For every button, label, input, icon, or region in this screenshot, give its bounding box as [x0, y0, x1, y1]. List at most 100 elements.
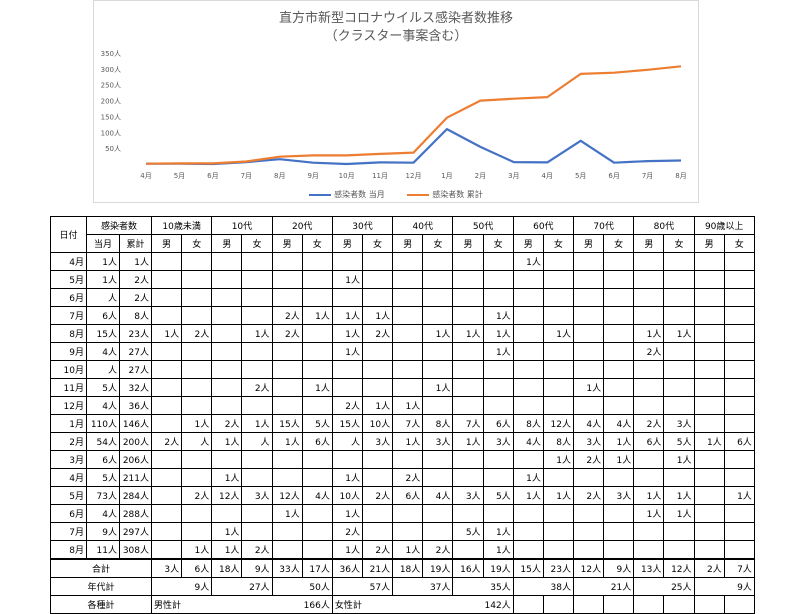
row-age-value	[512, 450, 544, 469]
row-age-value: 6人	[392, 486, 424, 505]
row-age-value: 1人	[331, 504, 363, 523]
chart-title: 直方市新型コロナウイルス感染者数推移	[278, 11, 513, 26]
row-cumulative-count: 32人	[119, 378, 152, 397]
row-age-value	[150, 378, 183, 397]
row-age-value: 1人	[331, 270, 363, 289]
row-age-value	[542, 360, 574, 379]
row-month: 7月	[50, 522, 87, 541]
row-age-value	[723, 540, 755, 560]
y-tick-label: 200人	[101, 98, 121, 106]
row-age-value	[301, 270, 333, 289]
row-age-value: 3人	[422, 432, 454, 451]
row-age-value	[663, 360, 695, 379]
row-age-value: 1人	[271, 504, 303, 523]
row-monthly-count: 5人	[86, 378, 120, 397]
row-age-value	[241, 522, 273, 541]
row-age-value	[150, 468, 183, 487]
table-row: 5月 1人 2人 1人	[50, 270, 755, 289]
row-age-value	[241, 504, 273, 523]
row-age-value	[633, 288, 665, 307]
row-age-value	[633, 378, 665, 397]
chart-subtitle: （クラスター事案含む）	[324, 29, 468, 44]
row-age-value: 1人	[331, 306, 363, 325]
row-monthly-count: 73人	[86, 486, 120, 505]
row-age-value	[452, 342, 484, 361]
x-tick-label: 9月	[307, 172, 318, 180]
row-age-value: 1人	[331, 540, 363, 560]
row-age-value	[603, 342, 635, 361]
row-age-value	[392, 270, 424, 289]
row-monthly-count: 5人	[86, 468, 120, 487]
row-age-value: 4人	[512, 432, 544, 451]
row-age-value: 人	[241, 432, 273, 451]
row-age-value	[361, 378, 394, 397]
row-age-value	[542, 306, 574, 325]
row-age-value	[693, 414, 725, 433]
row-age-value: 2人	[361, 324, 394, 343]
row-age-value: 2人	[271, 324, 303, 343]
header-age-group: 30代	[331, 216, 394, 235]
table-row: 2月 54人 200人 2人人 1人人 1人 6人人 3人 1人 3人 1人 3人 4人 8人 3人 1人 6人…	[50, 432, 755, 451]
row-age-value	[301, 468, 333, 487]
row-age-value: 15人	[331, 414, 363, 433]
row-age-value	[452, 360, 484, 379]
row-age-value	[663, 522, 695, 541]
row-age-value: 3人	[361, 432, 394, 451]
row-monthly-count: 4人	[86, 342, 120, 361]
row-age-value	[452, 378, 484, 397]
row-age-value: 1人	[331, 342, 363, 361]
row-age-value	[211, 288, 243, 307]
row-age-value	[211, 450, 243, 469]
table-row: 6月 4人 288人 1人 1人 1人 1人	[50, 504, 755, 523]
row-age-value	[723, 468, 755, 487]
empty-cell	[603, 595, 635, 614]
y-tick-label: 100人	[101, 129, 121, 137]
y-tick-label: 350人	[101, 50, 121, 58]
row-age-value	[512, 270, 544, 289]
x-tick-label: 6月	[207, 172, 218, 180]
row-age-value	[181, 450, 213, 469]
y-tick-label: 50人	[105, 145, 121, 153]
x-tick-label: 12月	[406, 172, 422, 180]
row-age-value: 6人	[633, 432, 665, 451]
row-age-value: 10人	[331, 486, 363, 505]
row-cumulative-count: 2人	[119, 288, 152, 307]
row-monthly-count: 6人	[86, 306, 120, 325]
row-age-value	[361, 252, 394, 271]
row-age-value: 1人	[331, 468, 363, 487]
row-age-value	[482, 396, 514, 415]
table-row: 1月 110人 146人 1人 2人 1人 15人 5人 15人 10人 7人 8人 7人 6人 8人 12人…	[50, 414, 755, 433]
header-male: 男	[392, 234, 424, 253]
row-age-value	[361, 270, 394, 289]
row-age-value	[542, 522, 574, 541]
row-age-value: 1人	[633, 504, 665, 523]
header-female: 女	[361, 234, 394, 253]
row-age-value	[663, 396, 695, 415]
x-tick-label: 11月	[372, 172, 388, 180]
x-tick-label: 5月	[174, 172, 185, 180]
row-age-value: 1人	[211, 540, 243, 560]
row-age-value: 1人	[241, 414, 273, 433]
total-value: 21人	[361, 558, 394, 578]
row-age-value	[331, 288, 363, 307]
row-age-value	[150, 486, 183, 505]
line-chart: 50人 100人 150人 200人 250人 300人 350人 4月 5月 6月 7月 8月 9月 1…	[101, 50, 687, 180]
row-age-value	[150, 252, 183, 271]
row-age-value: 1人	[482, 306, 514, 325]
row-age-value: 8人	[512, 414, 544, 433]
row-age-value: 1人	[392, 432, 424, 451]
row-age-value	[572, 288, 605, 307]
x-tick-label: 6月	[608, 172, 619, 180]
row-age-value	[572, 270, 605, 289]
row-age-value	[392, 522, 424, 541]
row-age-value: 2人	[331, 396, 363, 415]
row-age-value	[301, 360, 333, 379]
row-age-value	[271, 252, 303, 271]
row-age-value: 1人	[211, 432, 243, 451]
header-male: 男	[452, 234, 484, 253]
row-age-value	[361, 468, 394, 487]
row-age-value	[392, 306, 424, 325]
row-age-value: 1人	[603, 432, 635, 451]
table-row: 12月 4人 36人 2人 1人 1人	[50, 396, 755, 415]
row-age-value	[572, 342, 605, 361]
